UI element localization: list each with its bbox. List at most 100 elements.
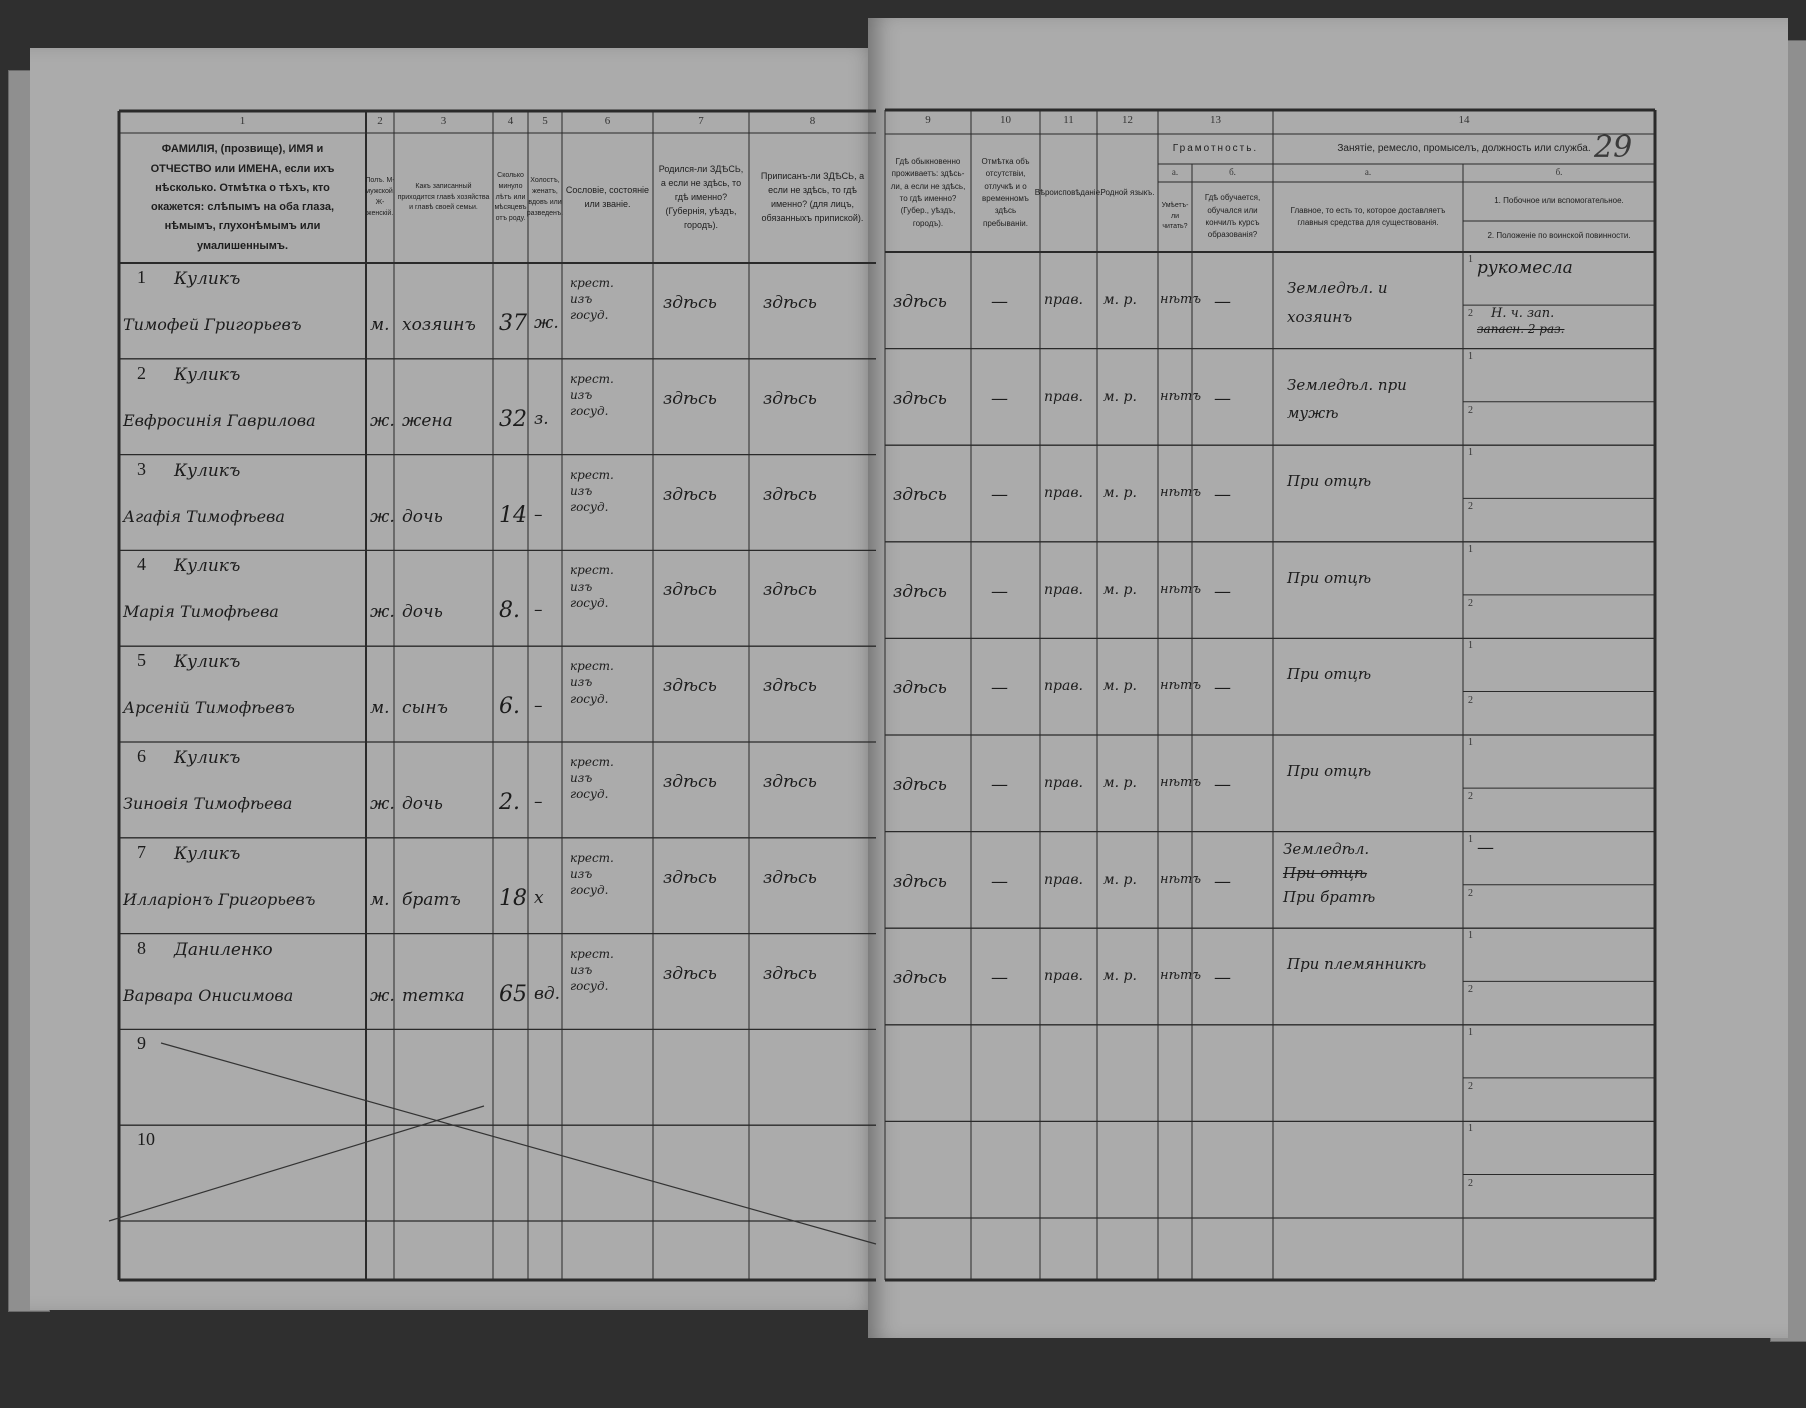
sub-row-marker: 2: [1468, 1177, 1473, 1189]
marital-status: ж.: [534, 313, 559, 333]
absence-mark: —: [991, 581, 1008, 602]
column-header: Гдѣ обыкновенно проживаетъ: здѣсь-ли, а …: [890, 156, 966, 228]
sub-row-marker: 2: [1468, 791, 1473, 803]
birthplace: здѣсь: [663, 867, 717, 888]
sub-row-marker: 2: [1468, 887, 1473, 899]
column-number: 5: [542, 115, 548, 127]
given-name-patronymic: Тимофей Григорьевъ: [123, 315, 302, 334]
registration-place: здѣсь: [763, 484, 817, 505]
can-read: нѣтъ: [1160, 485, 1202, 501]
can-read: нѣтъ: [1160, 968, 1202, 984]
birthplace: здѣсь: [663, 388, 717, 409]
residence: здѣсь: [893, 968, 947, 989]
sub-row-marker: 1: [1468, 737, 1473, 748]
main-occupation: Земледѣл.: [1283, 839, 1370, 858]
column-header: 1. Побочное или вспомогательное.: [1494, 196, 1624, 206]
marital-status: х: [534, 887, 544, 908]
native-language: м. р.: [1103, 388, 1137, 405]
column-header: Приписанъ-ли ЗДѢСЬ, а если не здѣсь, то …: [760, 171, 865, 223]
column-number: 10: [1000, 114, 1011, 126]
registration-place: здѣсь: [763, 293, 817, 313]
sub-row-marker: 2: [1468, 404, 1473, 416]
can-read: нѣтъ: [1160, 388, 1202, 404]
marital-status: –: [534, 504, 543, 525]
row-number: 10: [137, 1129, 155, 1150]
estate: крест. изъ госуд.: [570, 276, 614, 323]
estate: крест. изъ госуд.: [570, 755, 614, 802]
sub-row-marker: 1: [1468, 1026, 1473, 1038]
row-number: 3: [137, 458, 146, 479]
main-occupation: При отцѣ: [1287, 762, 1372, 780]
sex: ж.: [370, 985, 395, 1006]
main-occupation: При племянникѣ: [1287, 955, 1427, 974]
education: —: [1214, 775, 1231, 795]
estate: крест. изъ госуд.: [570, 946, 614, 993]
estate: крест. изъ госуд.: [570, 371, 614, 419]
absence-mark: —: [991, 292, 1008, 312]
age: 65: [499, 981, 527, 1007]
row-number: 9: [137, 1033, 146, 1054]
main-occupation-struck: При отцѣ: [1283, 863, 1368, 882]
relation-to-head: дочь: [402, 506, 443, 527]
column-header: Холостъ, женатъ, вдовъ или разведенъ.: [526, 177, 564, 217]
estate: крест. изъ госуд.: [570, 563, 614, 610]
education: —: [1214, 388, 1231, 409]
marital-status: –: [534, 600, 543, 621]
cross-out-stroke: [108, 1105, 485, 1222]
absence-mark: —: [991, 388, 1008, 409]
given-name-patronymic: Илларіонъ Григорьевъ: [123, 889, 316, 909]
can-read: нѣтъ: [1160, 581, 1202, 597]
surname: Куликъ: [174, 843, 241, 864]
surname: Куликъ: [174, 748, 241, 768]
right-page: [868, 18, 1788, 1338]
native-language: м. р.: [1103, 968, 1137, 985]
education: —: [1214, 292, 1231, 312]
relation-to-head: жена: [402, 410, 453, 431]
main-occupation: Земледѣл. и хозяинъ: [1287, 279, 1388, 326]
age: 37: [499, 311, 527, 336]
birthplace: здѣсь: [663, 772, 717, 792]
column-header: Отмѣтка объ отсутствіи, отлучкѣ и о врем…: [981, 156, 1030, 228]
row-number: 5: [137, 650, 146, 671]
column-number: 11: [1063, 114, 1074, 126]
column-number: 9: [925, 114, 931, 126]
native-language: м. р.: [1103, 775, 1137, 791]
sub-row-marker: 2: [1468, 308, 1473, 320]
religion: прав.: [1044, 775, 1083, 791]
page-number: 29: [1594, 130, 1633, 165]
main-occupation-extra: При братѣ: [1283, 887, 1376, 906]
column-number: 3: [440, 115, 447, 127]
residence: здѣсь: [893, 678, 947, 699]
education: —: [1214, 581, 1231, 602]
row-number: 1: [137, 267, 146, 287]
marital-status: –: [534, 792, 543, 812]
birthplace: здѣсь: [663, 293, 717, 313]
sex: м.: [370, 315, 390, 335]
registration-place: здѣсь: [763, 867, 817, 888]
relation-to-head: сынъ: [402, 698, 448, 719]
given-name-patronymic: Зиновія Тимофѣева: [123, 794, 293, 813]
religion: прав.: [1044, 678, 1083, 695]
education: —: [1214, 871, 1231, 892]
column-header: Полъ. М-мужской. Ж-женскій.: [365, 177, 395, 217]
native-language: м. р.: [1103, 292, 1137, 308]
sub-column-label: б.: [1555, 167, 1563, 177]
surname: Куликъ: [174, 269, 241, 289]
column-header: Сколько минуло лѣтъ или мѣсяцевъ отъ род…: [494, 171, 527, 223]
native-language: м. р.: [1103, 581, 1137, 598]
sub-row-marker: 1: [1468, 640, 1473, 652]
residence: здѣсь: [893, 485, 947, 506]
sub-row-marker: 1: [1468, 833, 1473, 845]
column-number: 7: [698, 115, 704, 127]
sub-column-label: а.: [1171, 167, 1179, 177]
age: 32: [499, 406, 527, 432]
sex: м.: [370, 889, 390, 910]
residence: здѣсь: [893, 871, 947, 892]
column-number: 14: [1458, 114, 1470, 126]
religion: прав.: [1044, 581, 1083, 598]
marital-status: вд.: [534, 983, 561, 1004]
absence-mark: —: [991, 775, 1008, 795]
column-header: Вѣроисповѣданіе.: [1034, 187, 1103, 197]
column-header: Умѣетъ-ли читать?: [1161, 201, 1189, 231]
